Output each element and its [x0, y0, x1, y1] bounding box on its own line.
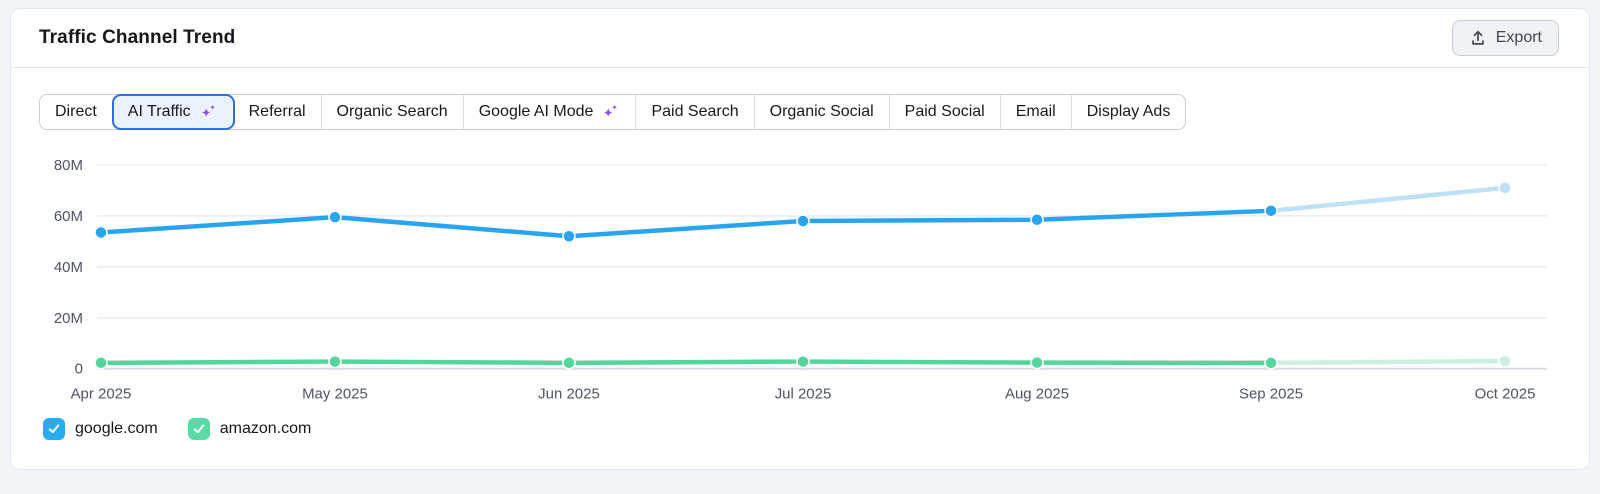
checkbox-amazon-checked-icon[interactable] — [187, 417, 210, 440]
tab-referral[interactable]: Referral — [233, 95, 322, 129]
chart-legend: google.com amazon.com — [39, 417, 1561, 440]
svg-text:Aug 2025: Aug 2025 — [1005, 386, 1069, 403]
legend-item-google[interactable]: google.com — [43, 417, 158, 440]
tab-display-ads[interactable]: Display Ads — [1071, 95, 1186, 129]
trend-line-chart[interactable]: 0 20M 40M 60M 80M Apr 2025 May 2025 Jun 2025 Jul… — [39, 145, 1561, 409]
channel-tabs: Direct AI Traffic Referral Organic Searc… — [39, 94, 1187, 130]
svg-text:Jun 2025: Jun 2025 — [538, 386, 600, 403]
page-title: Traffic Channel Trend — [39, 27, 236, 48]
export-button[interactable]: Export — [1451, 20, 1559, 56]
svg-text:Jul 2025: Jul 2025 — [775, 386, 832, 403]
legend-label-amazon: amazon.com — [219, 419, 312, 437]
sparkles-icon — [601, 103, 620, 122]
tab-google-ai-mode[interactable]: Google AI Mode — [463, 95, 637, 129]
svg-text:80M: 80M — [54, 157, 83, 174]
svg-text:60M: 60M — [54, 208, 83, 225]
card-body: Direct AI Traffic Referral Organic Searc… — [11, 68, 1589, 440]
tab-paid-social[interactable]: Paid Social — [889, 95, 1001, 129]
export-button-label: Export — [1495, 29, 1542, 46]
svg-text:Oct 2025: Oct 2025 — [1475, 386, 1536, 403]
traffic-channel-trend-card: Traffic Channel Trend Export Direct AI T… — [10, 8, 1590, 470]
tab-organic-social[interactable]: Organic Social — [754, 95, 890, 129]
card-header: Traffic Channel Trend Export — [11, 9, 1589, 68]
svg-text:Sep 2025: Sep 2025 — [1239, 386, 1303, 403]
tab-paid-search[interactable]: Paid Search — [636, 95, 755, 129]
tab-ai-traffic[interactable]: AI Traffic — [111, 94, 235, 130]
legend-item-amazon[interactable]: amazon.com — [187, 417, 312, 440]
svg-text:Apr 2025: Apr 2025 — [71, 386, 132, 403]
tab-email[interactable]: Email — [1000, 95, 1072, 129]
tab-direct[interactable]: Direct — [40, 95, 113, 129]
svg-text:May 2025: May 2025 — [302, 386, 368, 403]
svg-text:0: 0 — [75, 361, 83, 378]
svg-text:20M: 20M — [54, 310, 83, 327]
checkbox-google-checked-icon[interactable] — [43, 417, 65, 440]
sparkles-icon — [199, 103, 218, 122]
upload-icon — [1469, 29, 1487, 47]
svg-text:40M: 40M — [54, 259, 83, 276]
tab-organic-search[interactable]: Organic Search — [321, 95, 464, 129]
legend-label-google: google.com — [75, 419, 158, 437]
